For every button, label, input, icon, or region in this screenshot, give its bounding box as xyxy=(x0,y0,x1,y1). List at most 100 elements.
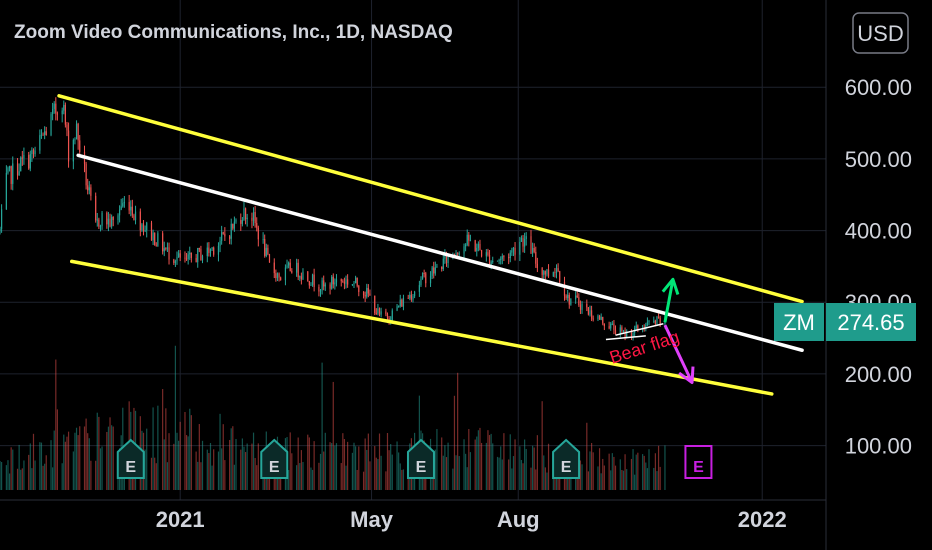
candle-body xyxy=(264,238,266,256)
volume-bar xyxy=(653,467,655,490)
candle-body xyxy=(246,217,248,220)
volume-bar xyxy=(20,469,22,490)
candle-body xyxy=(90,187,92,196)
candle-body xyxy=(420,278,422,286)
candle-body xyxy=(520,238,523,242)
earnings-label: E xyxy=(416,459,427,476)
candle-body xyxy=(39,135,41,151)
candle-body xyxy=(433,267,435,274)
volume-bar xyxy=(264,468,266,490)
volume-bar xyxy=(378,433,381,490)
candle-body xyxy=(503,256,505,258)
volume-bar xyxy=(637,452,639,490)
candle-body xyxy=(118,209,121,216)
volume-bar xyxy=(465,453,467,490)
volume-bar xyxy=(347,441,349,490)
candle-body xyxy=(369,293,371,296)
candle-body xyxy=(257,227,259,240)
candle-body xyxy=(441,266,443,270)
volume-bar xyxy=(342,433,344,490)
candle-body xyxy=(197,247,199,263)
candle-body xyxy=(466,234,468,245)
volume-bar xyxy=(85,418,87,490)
candle-body xyxy=(343,282,346,284)
candle-body xyxy=(586,303,588,308)
volume-bar xyxy=(579,460,582,490)
time-axis[interactable]: 2021 May Aug 2022 xyxy=(156,507,787,532)
candle-body xyxy=(442,258,444,270)
candle-body xyxy=(331,276,333,289)
volume-bar xyxy=(648,449,650,490)
candle-body xyxy=(581,303,583,310)
volume-bar xyxy=(501,459,503,490)
volume-bar xyxy=(244,452,247,490)
volume-bar xyxy=(144,449,146,490)
volume-bar xyxy=(222,424,224,490)
candle-body xyxy=(44,131,46,135)
volume-bar xyxy=(185,435,188,490)
candle-body xyxy=(310,284,312,286)
candle-body xyxy=(209,249,212,253)
volume-bar xyxy=(611,453,613,490)
candle-body xyxy=(286,265,288,268)
volume-bar xyxy=(195,451,197,490)
candle-body xyxy=(626,331,628,338)
volume-bar xyxy=(541,401,543,490)
candle-body xyxy=(75,123,78,140)
candle-body xyxy=(565,295,567,298)
volume-bar xyxy=(0,462,3,490)
candle-body xyxy=(79,140,81,152)
candle-body xyxy=(201,256,204,261)
candle-body xyxy=(447,255,449,263)
candle-body xyxy=(152,232,154,241)
candle-body xyxy=(5,172,7,210)
volume-bar xyxy=(201,440,204,490)
candle-body xyxy=(385,311,387,315)
currency-button[interactable]: USD xyxy=(852,12,909,54)
candle-body xyxy=(624,330,626,338)
candle-body xyxy=(477,243,479,248)
volume-bar xyxy=(586,422,588,490)
candle-body xyxy=(176,257,178,262)
candle-body xyxy=(109,218,111,227)
candle-body xyxy=(614,329,617,335)
volume-bar xyxy=(358,446,360,490)
candlestick-series xyxy=(0,97,666,341)
candle-body xyxy=(468,234,470,241)
candle-body xyxy=(95,195,97,221)
volume-bar xyxy=(50,440,52,490)
volume-bar xyxy=(189,408,191,490)
candle-body xyxy=(567,294,569,298)
candle-body xyxy=(107,218,110,225)
candle-body xyxy=(575,295,577,300)
candle-body xyxy=(278,273,280,278)
volume-bar xyxy=(354,446,357,490)
volume-bar xyxy=(254,458,256,490)
candle-body xyxy=(457,252,459,254)
price-tick-label: 200.00 xyxy=(845,362,912,387)
candle-body xyxy=(53,103,55,109)
candle-body xyxy=(208,247,210,253)
volume-bar xyxy=(311,469,314,490)
volume-bar xyxy=(240,449,242,490)
volume-bar xyxy=(626,469,628,490)
candle-body xyxy=(28,154,30,169)
candle-body xyxy=(308,281,310,286)
candle-body xyxy=(587,307,590,315)
candle-body xyxy=(354,277,357,284)
candle-body xyxy=(429,275,432,284)
volume-bar xyxy=(67,431,70,490)
candle-body xyxy=(174,261,177,263)
candle-body xyxy=(300,276,302,280)
candle-body xyxy=(18,171,20,176)
volume-bar xyxy=(624,454,626,490)
volume-bar xyxy=(519,446,521,490)
volume-bar xyxy=(563,472,566,490)
candle-body xyxy=(600,316,602,320)
volume-bar xyxy=(332,381,334,490)
candle-body xyxy=(120,206,122,210)
candle-body xyxy=(533,248,535,252)
candle-body xyxy=(289,262,291,271)
